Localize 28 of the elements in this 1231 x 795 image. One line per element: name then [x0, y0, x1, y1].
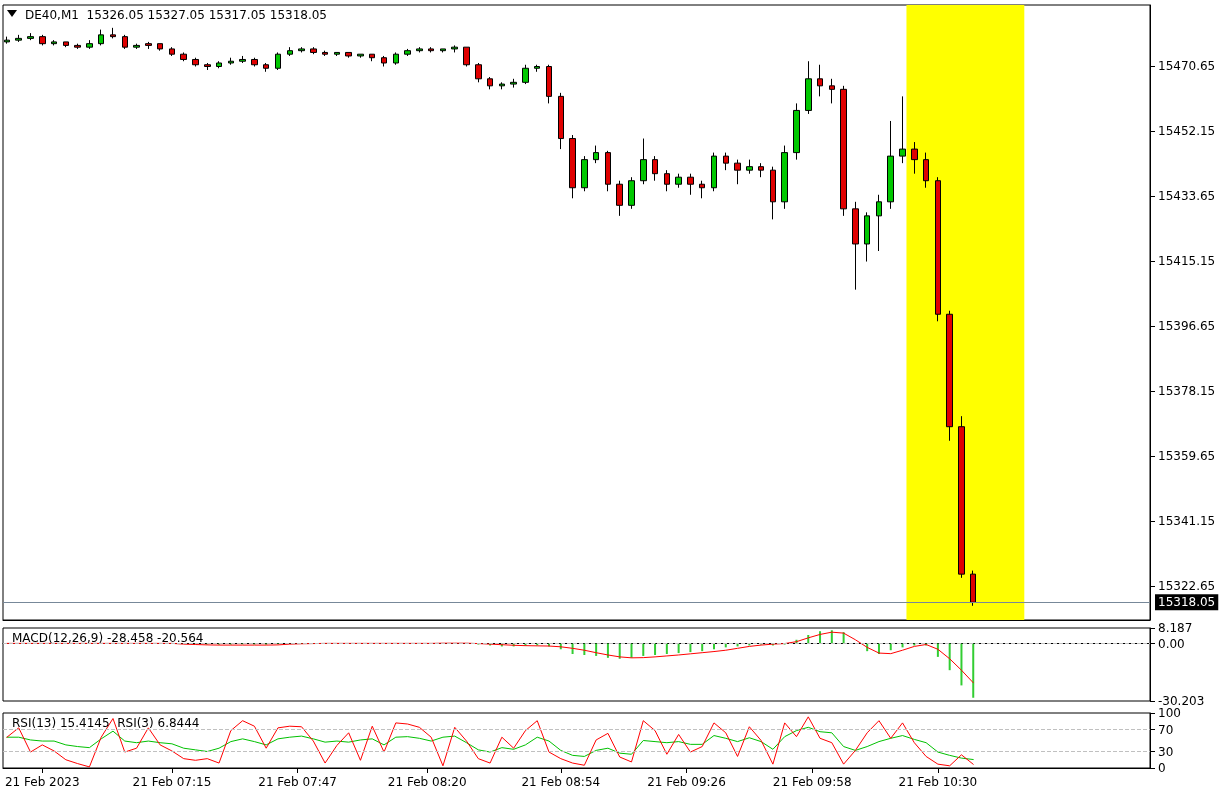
y-tick-label: 0 — [1158, 761, 1166, 775]
y-tick-label: 8.187 — [1158, 621, 1193, 635]
y-tick-label: 100 — [1158, 706, 1181, 720]
x-tick-label: 21 Feb 08:54 — [521, 775, 601, 789]
y-tick-label: 0.00 — [1158, 636, 1185, 651]
y-tick-label: 15341.15 — [1158, 514, 1216, 529]
x-tick-label: 21 Feb 09:26 — [647, 775, 726, 789]
y-tick-label: 15378.15 — [1158, 384, 1216, 399]
y-tick-label: 15359.65 — [1158, 449, 1216, 464]
chart-title: RSI(13) 15.4145 RSI(3) 6.8444 — [12, 716, 200, 730]
x-tick-label: 21 Feb 07:15 — [132, 775, 212, 789]
y-tick-label: -30.203 — [1158, 694, 1205, 708]
ref-line-label: 15318.05 — [1158, 595, 1216, 610]
y-tick-label: 15452.15 — [1158, 123, 1216, 138]
x-tick-label: 21 Feb 08:20 — [387, 775, 467, 789]
x-tick-label: 21 Feb 2023 — [4, 775, 80, 789]
x-tick-label: 21 Feb 10:30 — [898, 775, 978, 789]
y-tick-label: 15322.65 — [1158, 579, 1216, 594]
y-tick-label: 70 — [1158, 722, 1174, 737]
y-tick-label: 30 — [1158, 744, 1174, 759]
y-tick-label: 15396.65 — [1158, 319, 1216, 334]
x-tick-label: 21 Feb 07:47 — [258, 775, 337, 789]
y-tick-label: 15415.15 — [1158, 254, 1216, 269]
chart-title: MACD(12,26,9) -28.458 -20.564 — [12, 631, 204, 645]
x-tick-label: 21 Feb 09:58 — [772, 775, 852, 789]
y-tick-label: 15470.65 — [1158, 58, 1216, 73]
chart-title: DE40,M1 15326.05 15327.05 15317.05 15318.05 — [25, 8, 327, 22]
y-tick-label: 15433.65 — [1158, 189, 1216, 203]
